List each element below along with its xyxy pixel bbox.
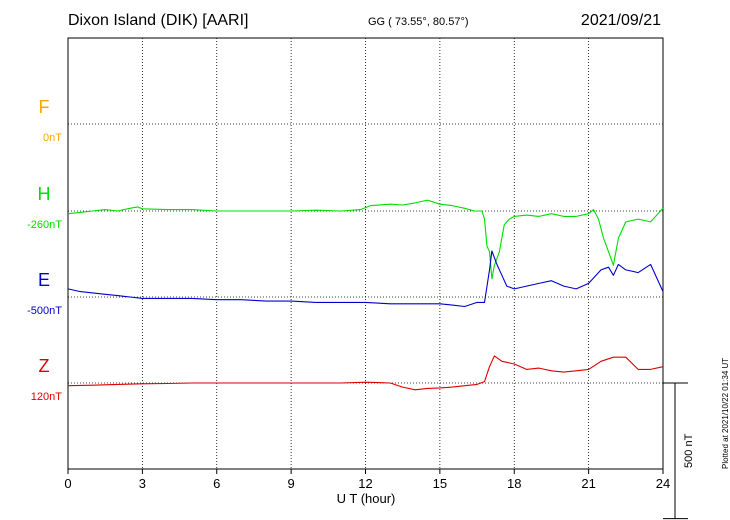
x-tick-label: 0 (64, 476, 71, 491)
x-tick-label: 6 (213, 476, 220, 491)
x-tick-label: 12 (358, 476, 372, 491)
series-line-Z (67, 355, 664, 391)
series-baseline-H: -260nT (27, 219, 62, 231)
grid-lines (68, 38, 663, 469)
x-tick-label: 18 (507, 476, 521, 491)
coordinates-label: GG ( 73.55°, 80.57°) (368, 16, 469, 28)
series-name-E: E (38, 270, 50, 290)
series-line-E (67, 250, 664, 308)
series-baseline-E: -500nT (27, 305, 62, 317)
series-baseline-Z: 120nT (31, 391, 62, 403)
series-line-H (67, 199, 664, 280)
x-tick-label: 9 (288, 476, 295, 491)
series-name-F: F (39, 97, 50, 117)
x-tick-label: 21 (581, 476, 595, 491)
series-baseline-F: 0nT (43, 132, 62, 144)
x-tick-label: 3 (139, 476, 146, 491)
scale-bar-label: 500 nT (683, 433, 695, 468)
x-axis-label: U T (hour) (337, 491, 396, 506)
x-axis-ticks: 0 3 6 9 12 15 18 21 24 (64, 469, 670, 491)
x-tick-label: 24 (656, 476, 670, 491)
series-lines (67, 199, 664, 391)
station-title: Dixon Island (DIK) [AARI] (68, 12, 249, 29)
scale-bar: 500 nT (663, 382, 695, 520)
date-label: 2021/09/21 (580, 12, 661, 29)
series-name-H: H (38, 184, 51, 204)
series-name-Z: Z (39, 356, 50, 376)
x-tick-label: 15 (433, 476, 447, 491)
series-labels: F 0nT H -260nT E -500nT Z 120nT (27, 97, 62, 403)
